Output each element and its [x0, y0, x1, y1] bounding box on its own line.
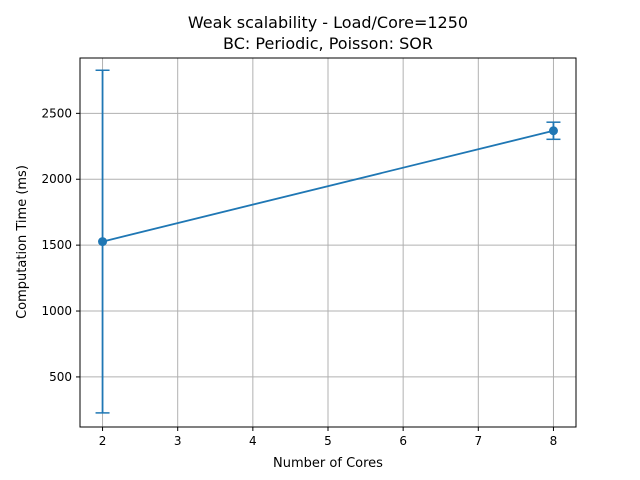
- x-tick-label: 6: [399, 434, 407, 448]
- data-point: [548, 126, 558, 136]
- x-tick-label: 8: [550, 434, 558, 448]
- chart-title-line1: Weak scalability - Load/Core=1250: [188, 13, 468, 32]
- x-tick-label: 4: [249, 434, 257, 448]
- x-ticks: 2 3 4 5 6 7 8: [99, 427, 558, 448]
- y-tick-label: 500: [49, 370, 72, 384]
- y-tick-label: 1000: [41, 304, 72, 318]
- grid: [80, 58, 576, 427]
- x-tick-label: 2: [99, 434, 107, 448]
- chart-title-line2: BC: Periodic, Poisson: SOR: [223, 34, 433, 53]
- x-axis-label: Number of Cores: [273, 456, 383, 471]
- x-tick-label: 7: [474, 434, 482, 448]
- x-tick-label: 3: [174, 434, 182, 448]
- series-line: [102, 129, 554, 243]
- data-point: [98, 237, 108, 247]
- y-axis-label: Computation Time (ms): [15, 165, 30, 319]
- x-tick-label: 5: [324, 434, 332, 448]
- series-layer: [95, 69, 561, 414]
- y-tick-label: 2000: [41, 172, 72, 186]
- y-ticks: 500 1000 1500 2000 2500: [41, 106, 80, 384]
- y-tick-label: 2500: [41, 106, 72, 120]
- y-tick-label: 1500: [41, 238, 72, 252]
